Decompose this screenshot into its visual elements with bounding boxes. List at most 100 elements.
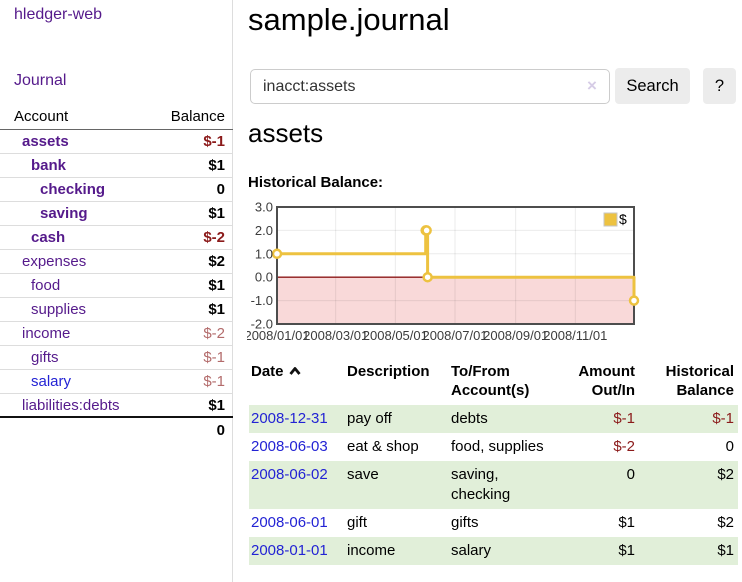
- account-link[interactable]: salary: [31, 373, 72, 390]
- account-link[interactable]: food: [31, 277, 61, 294]
- account-balance: $-1: [203, 373, 225, 390]
- clear-search-icon[interactable]: ×: [587, 76, 597, 95]
- transaction-description: save: [347, 466, 379, 483]
- account-link[interactable]: expenses: [22, 253, 87, 270]
- column-header-balance: Historical Balance: [665, 363, 734, 399]
- sort-asc-icon: [288, 367, 301, 375]
- account-link[interactable]: saving: [40, 205, 88, 222]
- svg-text:3.0: 3.0: [255, 200, 273, 215]
- sidebar-item-journal[interactable]: Journal: [14, 72, 67, 89]
- app-title-link[interactable]: hledger-web: [14, 6, 103, 23]
- transaction-description: gift: [347, 514, 368, 531]
- account-link[interactable]: bank: [31, 157, 67, 174]
- svg-text:2008/01/01: 2008/01/01: [247, 328, 310, 343]
- account-row: gifts $-1: [0, 346, 233, 370]
- account-balance: $-1: [203, 133, 225, 150]
- search-button[interactable]: Search: [615, 68, 690, 104]
- account-balance: $-1: [203, 349, 225, 366]
- transaction-description: income: [347, 542, 396, 559]
- help-button[interactable]: ?: [703, 68, 736, 104]
- svg-text:2008/03/01: 2008/03/01: [303, 328, 368, 343]
- account-link[interactable]: assets: [22, 133, 69, 150]
- column-header-amount: Amount Out/In: [578, 363, 635, 399]
- column-header-date[interactable]: Date: [249, 360, 345, 405]
- account-balance: $1: [208, 277, 225, 294]
- register-table: Date Description To/From Account(s) Amou…: [249, 360, 738, 565]
- account-tree-header: Account Balance: [0, 106, 233, 130]
- transaction-date-link[interactable]: 2008-06-03: [251, 438, 328, 455]
- transaction-date-link[interactable]: 2008-01-01: [251, 542, 328, 559]
- account-link[interactable]: liabilities:debts: [22, 396, 120, 414]
- account-row: supplies $1: [0, 298, 233, 322]
- svg-text:2008/05/01: 2008/05/01: [363, 328, 428, 343]
- transaction-accounts: food, supplies: [451, 438, 544, 455]
- register-header-row: Date Description To/From Account(s) Amou…: [249, 360, 738, 405]
- account-balance: $2: [208, 253, 225, 270]
- transaction-date-link[interactable]: 2008-12-31: [251, 410, 328, 427]
- transaction-balance: $2: [717, 514, 734, 531]
- account-link[interactable]: cash: [31, 229, 66, 246]
- historical-balance-chart: $3.0 2.0 1.0 0.0 -1.0 -2.0 2008/01/01 2008/03/0…: [247, 198, 742, 350]
- account-row: salary $-1: [0, 370, 233, 394]
- svg-text:2.0: 2.0: [255, 223, 273, 238]
- svg-text:0.0: 0.0: [255, 270, 273, 285]
- transaction-row: 2008-06-03 eat & shop food, supplies $-2…: [249, 433, 738, 461]
- svg-text:2008/07/01: 2008/07/01: [422, 328, 487, 343]
- transaction-amount: $-2: [613, 438, 635, 455]
- transaction-description: eat & shop: [347, 438, 419, 455]
- chart-title: Historical Balance:: [248, 174, 384, 191]
- chart-canvas: $3.0 2.0 1.0 0.0 -1.0 -2.02008/01/012008/03/0…: [247, 200, 640, 343]
- account-row: liabilities:debts $1: [0, 394, 233, 418]
- account-tree: Account Balance assets $-1 bank $1 check…: [0, 106, 233, 442]
- sidebar: hledger-web Journal Account Balance asse…: [0, 0, 233, 582]
- date-column-label: Date: [251, 363, 284, 380]
- account-row: checking 0: [0, 178, 233, 202]
- svg-text:-1.0: -1.0: [251, 293, 273, 308]
- account-balance: $1: [208, 205, 225, 222]
- account-row: assets $-1: [0, 130, 233, 154]
- account-row: bank $1: [0, 154, 233, 178]
- svg-text:1.0: 1.0: [255, 246, 273, 261]
- transaction-amount: $1: [618, 542, 635, 559]
- svg-text:$: $: [619, 211, 627, 227]
- total-balance: 0: [216, 421, 225, 439]
- transaction-balance: 0: [725, 438, 734, 455]
- transaction-date-link[interactable]: 2008-06-02: [251, 466, 328, 483]
- account-balance: 0: [216, 181, 225, 198]
- transaction-balance: $-1: [712, 410, 734, 427]
- account-page-title: assets: [248, 118, 324, 148]
- account-balance: $-2: [203, 325, 225, 342]
- account-row: food $1: [0, 274, 233, 298]
- account-total-row: 0: [0, 418, 233, 442]
- transaction-date-link[interactable]: 2008-06-01: [251, 514, 328, 531]
- transaction-description: pay off: [347, 410, 392, 427]
- transaction-row: 2008-01-01 income salary $1 $1: [249, 537, 738, 565]
- transaction-accounts: salary: [451, 542, 492, 559]
- search-input[interactable]: [250, 69, 610, 104]
- transaction-row: 2008-12-31 pay off debts $-1 $-1: [249, 405, 738, 433]
- svg-text:2008/11/01: 2008/11/01: [543, 328, 607, 343]
- account-link[interactable]: checking: [40, 181, 106, 198]
- account-column-label: Account: [14, 108, 69, 125]
- transaction-amount: $1: [618, 514, 635, 531]
- transaction-accounts: debts: [451, 410, 488, 427]
- transaction-row: 2008-06-02 save saving, checking 0 $2: [249, 461, 738, 509]
- transaction-accounts: saving, checking: [451, 466, 511, 503]
- account-balance: $1: [208, 157, 225, 174]
- column-header-description: Description: [347, 363, 430, 380]
- account-row: saving $1: [0, 202, 233, 226]
- account-balance: $1: [208, 301, 225, 318]
- account-balance: $-2: [203, 229, 225, 246]
- column-header-accounts: To/From Account(s): [451, 363, 530, 399]
- transaction-balance: $2: [717, 466, 734, 483]
- account-link[interactable]: supplies: [31, 301, 87, 318]
- account-rows: assets $-1 bank $1 checking 0 saving $1 …: [0, 130, 233, 418]
- search-bar: × Search ?: [247, 68, 742, 104]
- balance-column-label: Balance: [170, 108, 225, 125]
- account-row: income $-2: [0, 322, 233, 346]
- svg-text:2008/09/01: 2008/09/01: [483, 328, 548, 343]
- account-link[interactable]: income: [22, 325, 71, 342]
- account-link[interactable]: gifts: [31, 349, 59, 366]
- transaction-amount: 0: [626, 466, 635, 483]
